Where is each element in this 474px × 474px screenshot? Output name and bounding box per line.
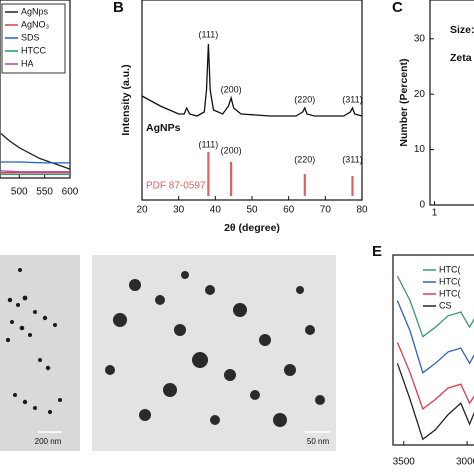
panel: 500 550 600 AgNps AgNO₃ SDS HTCC HA (0, 0, 79, 198)
legend-label: HA (21, 58, 34, 68)
panel: 20 30 40 50 60 70 80 2θ (degree) Intensity (a.u.… (120, 0, 368, 234)
x-tick-label: 600 (62, 187, 79, 198)
panel: 3500 3000 HTC( HTC( HTC( CS (392, 254, 474, 468)
x-tick-label: 3500 (393, 457, 416, 468)
reference-label: PDF 87-0597 (146, 181, 206, 192)
panel-letter: E (372, 243, 382, 260)
annotation: Zeta p (450, 52, 474, 64)
y-tick-label: 0 (419, 200, 425, 211)
x-tick-label: 80 (356, 205, 368, 216)
series-line (396, 300, 474, 374)
scale-bar-label: 50 nm (307, 437, 330, 446)
peak-label: (111) (199, 139, 219, 149)
peak-label: (220) (294, 94, 315, 104)
x-tick-label: 30 (173, 205, 185, 216)
plot-frame (141, 0, 363, 201)
legend-label: HTCC (21, 45, 46, 55)
peak-label: (111) (199, 29, 219, 39)
legend-label: AgNps (21, 6, 49, 16)
x-tick-label: 40 (210, 205, 222, 216)
tem-image-right: 50 nm (92, 255, 336, 451)
x-tick-label: 50 (246, 205, 258, 216)
peak-label: (311) (342, 94, 362, 104)
panel: 10 10 20 30 Number (Percent) Size: Zeta p (398, 0, 474, 219)
y-tick-label: 20 (414, 89, 426, 100)
x-tick-label: 60 (283, 205, 295, 216)
series-label: AgNPs (146, 122, 181, 134)
panel-letter: C (392, 0, 403, 16)
legend-label: SDS (21, 32, 40, 42)
panel-letter: B (113, 0, 124, 16)
annotation: Size: (450, 24, 474, 36)
x-tick-label: 500 (11, 187, 28, 198)
x-tick-label: 3000 (456, 457, 474, 468)
legend-label: HTC( (439, 264, 461, 274)
peak-label: (200) (221, 145, 242, 155)
x-tick-label: 20 (136, 205, 148, 216)
y-tick-label: 30 (414, 33, 426, 44)
series-line (396, 363, 474, 441)
x-tick-label: 1 (432, 208, 438, 219)
legend-label: CS (439, 300, 452, 310)
y-axis-title: Number (Percent) (398, 58, 410, 146)
series-line (0, 170, 70, 173)
series-line (141, 43, 363, 117)
x-axis-title: 2θ (degree) (224, 222, 280, 234)
series-line (396, 342, 474, 410)
y-tick-label: 10 (414, 144, 426, 155)
plot-frame (392, 254, 474, 446)
peak-label: (220) (294, 154, 315, 164)
plot-frame (429, 0, 474, 206)
x-tick-label: 550 (36, 187, 53, 198)
legend-label: HTC( (439, 276, 461, 286)
peak-label: (311) (342, 154, 362, 164)
plot-frame (0, 0, 71, 179)
series-line (1, 161, 70, 164)
legend-label: HTC( (439, 288, 461, 298)
legend-label: AgNO₃ (21, 19, 50, 29)
series-line (0, 133, 71, 170)
tem-image-left: 200 nm (0, 255, 80, 451)
peak-label: (200) (221, 84, 242, 94)
x-tick-label: 70 (320, 205, 332, 216)
scale-bar-label: 200 nm (35, 437, 62, 446)
y-axis-title: Intensity (a.u.) (120, 64, 132, 135)
